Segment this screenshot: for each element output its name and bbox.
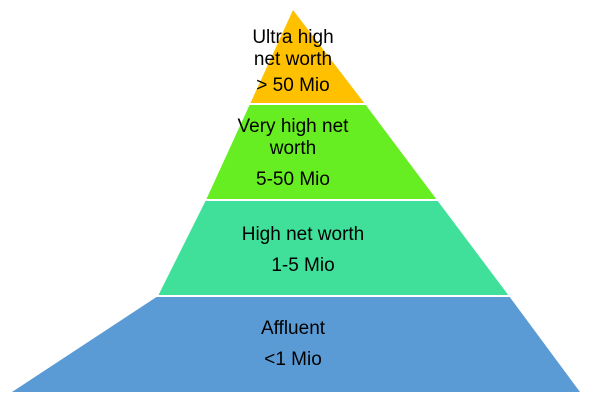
tier-high-shape — [158, 200, 509, 296]
tier-range: <1 Mio — [264, 349, 322, 370]
tier-very-high-label: Very high net worth 5-50 Mio — [203, 116, 383, 191]
tier-name-line: net worth — [253, 49, 333, 70]
tier-name-line: worth — [269, 138, 317, 159]
tier-affluent-label: Affluent <1 Mio — [193, 318, 393, 371]
tier-ultra-high-label: Ultra high net worth > 50 Mio — [213, 27, 373, 97]
tier-name-line: High net worth — [241, 224, 365, 245]
tier-high-label: High net worth 1-5 Mio — [193, 224, 413, 277]
tier-very-high-shape — [206, 104, 437, 200]
tier-name-line: Very high net — [237, 116, 349, 137]
tier-range: 5-50 Mio — [256, 169, 330, 190]
tier-name-line: Ultra high — [252, 27, 334, 48]
tier-range: 1-5 Mio — [271, 255, 335, 276]
tier-ultra-high-shape — [250, 10, 365, 104]
tier-affluent-shape — [12, 296, 580, 392]
tier-range: > 50 Mio — [256, 75, 330, 96]
tier-name-line: Affluent — [260, 318, 326, 339]
